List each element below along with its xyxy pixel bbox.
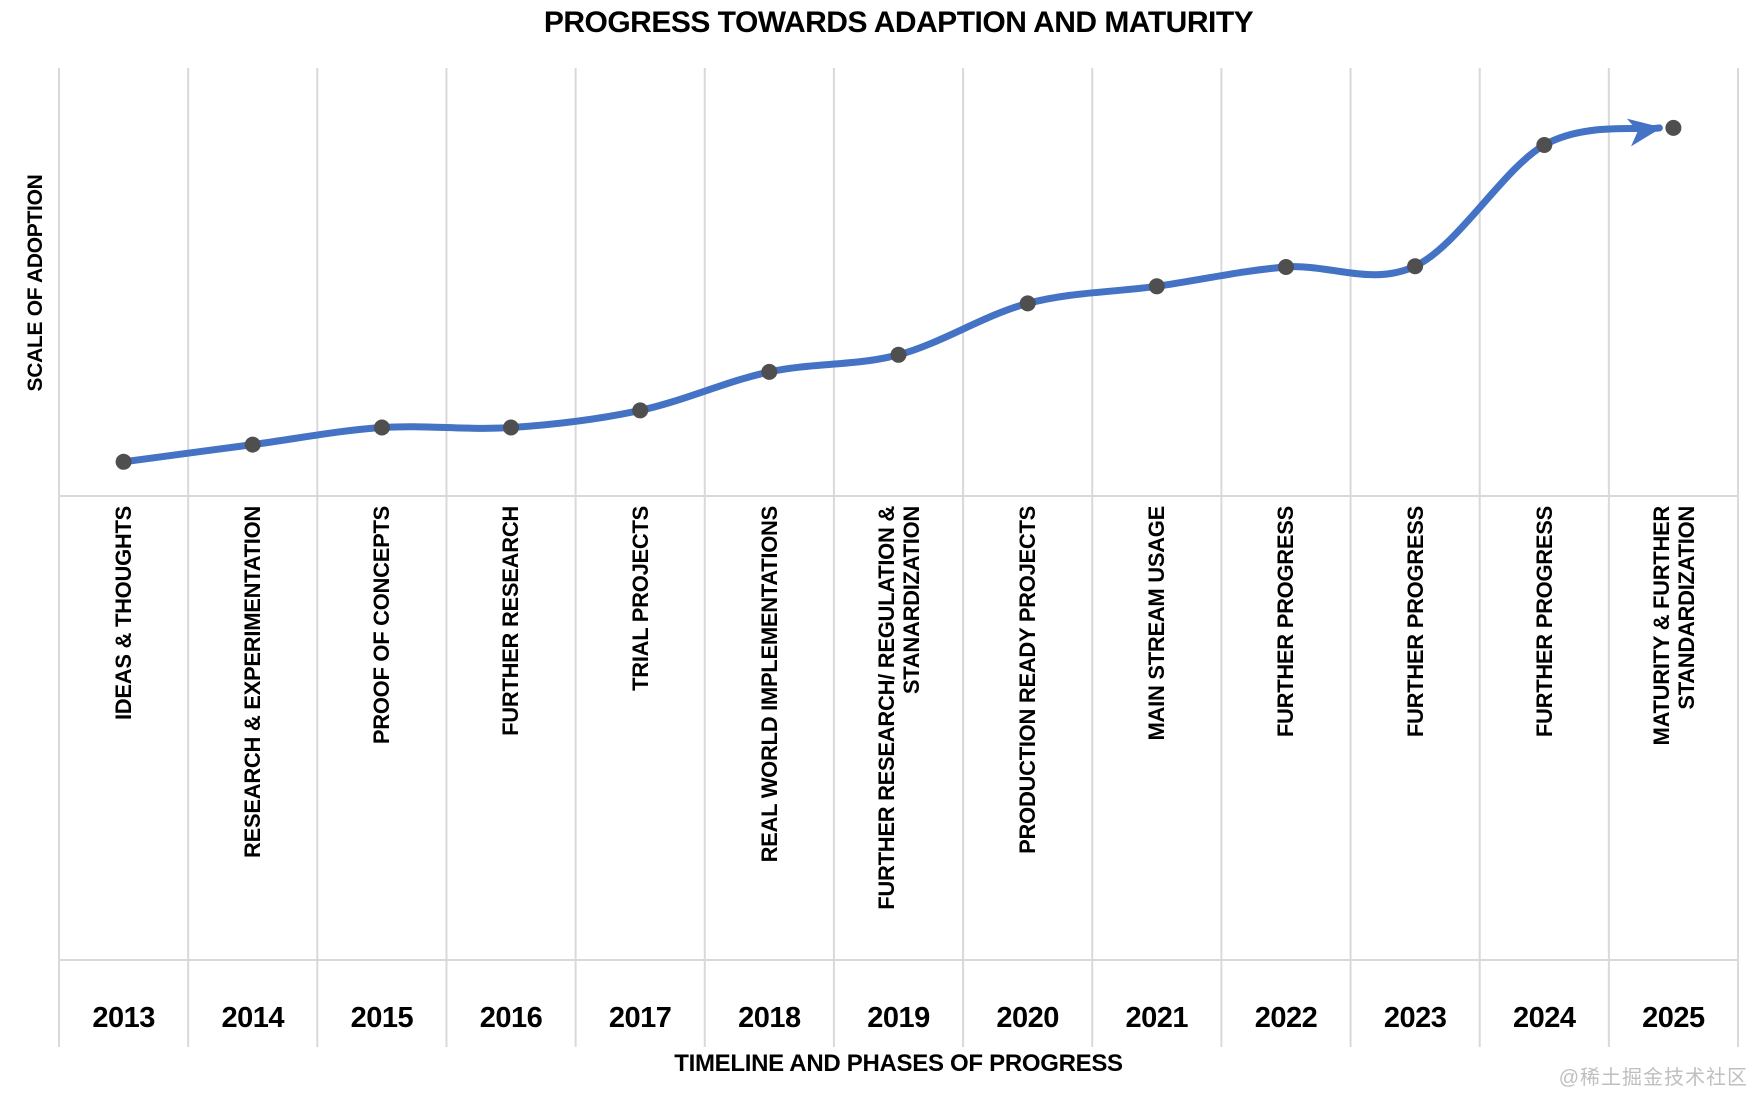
year-label: 2022	[1254, 1002, 1318, 1034]
phase-label-cell: FURTHER RESEARCH/ REGULATION & STANARDIZ…	[834, 496, 963, 958]
phase-label-cell: REAL WORLD IMPLEMENTATIONS	[705, 496, 834, 958]
phase-label-cell: PROOF OF CONCEPTS	[317, 496, 446, 958]
year-label: 2019	[867, 1002, 930, 1034]
phase-label-cell: PRODUCTION READY PROJECTS	[963, 496, 1092, 958]
year-label: 2015	[350, 1002, 414, 1034]
data-point-2021	[1148, 278, 1165, 295]
data-point-2025	[1665, 119, 1682, 136]
data-point-2023	[1407, 258, 1424, 275]
year-label: 2017	[608, 1002, 672, 1034]
phase-label-cell: FURTHER RESEARCH	[446, 496, 575, 958]
phase-label: MATURITY & FURTHER STANDARDIZATION	[1648, 506, 1699, 746]
phase-label: MAIN STREAM USAGE	[1144, 506, 1170, 741]
phase-label: REAL WORLD IMPLEMENTATIONS	[756, 506, 782, 863]
phase-label: FURTHER RESEARCH/ REGULATION & STANARDIZ…	[873, 506, 924, 910]
data-point-2013	[115, 453, 132, 470]
data-point-2018	[761, 363, 778, 380]
year-label: 2018	[738, 1002, 801, 1034]
phase-label: PROOF OF CONCEPTS	[369, 506, 395, 745]
year-label: 2013	[92, 1002, 155, 1034]
phase-label: FURTHER PROGRESS	[1273, 506, 1299, 738]
data-point-2015	[373, 419, 390, 436]
year-label: 2025	[1642, 1002, 1705, 1034]
data-point-2020	[1019, 295, 1036, 312]
phase-label-cell: TRIAL PROJECTS	[576, 496, 705, 958]
data-point-2024	[1536, 137, 1553, 153]
data-point-2019	[890, 346, 907, 363]
phase-label-cell: FURTHER PROGRESS	[1351, 496, 1480, 958]
phase-label-cell: FURTHER PROGRESS	[1221, 496, 1350, 958]
phase-label: RESEARCH & EXPERIMENTATION	[240, 506, 266, 858]
phase-label-cell: FURTHER PROGRESS	[1480, 496, 1609, 958]
year-label: 2014	[221, 1002, 284, 1034]
phase-label: IDEAS & THOUGHTS	[111, 506, 137, 720]
x-axis-title: TIMELINE AND PHASES OF PROGRESS	[674, 1050, 1123, 1077]
year-label: 2021	[1125, 1002, 1189, 1034]
phase-label-cell: RESEARCH & EXPERIMENTATION	[188, 496, 317, 958]
year-label: 2023	[1383, 1002, 1447, 1034]
phase-label-cell: MATURITY & FURTHER STANDARDIZATION	[1609, 496, 1738, 958]
phase-label: TRIAL PROJECTS	[627, 506, 653, 691]
phase-label-cell: IDEAS & THOUGHTS	[59, 496, 188, 958]
data-point-2017	[632, 402, 649, 419]
phase-label: PRODUCTION READY PROJECTS	[1015, 506, 1041, 854]
data-point-2022	[1278, 259, 1294, 275]
data-point-2016	[503, 419, 519, 436]
year-label: 2020	[996, 1002, 1059, 1034]
chart-title: PROGRESS TOWARDS ADAPTION AND MATURITY	[543, 6, 1254, 39]
phase-label-cell: MAIN STREAM USAGE	[1092, 496, 1221, 958]
phase-label: FURTHER RESEARCH	[498, 506, 524, 736]
trend-line	[120, 118, 1663, 466]
phase-label: FURTHER PROGRESS	[1402, 506, 1428, 738]
phase-label: FURTHER PROGRESS	[1531, 506, 1557, 738]
year-label: 2024	[1513, 1002, 1576, 1034]
year-label: 2016	[479, 1002, 543, 1034]
data-point-2014	[244, 436, 261, 453]
watermark: @稀土掘金技术社区	[1558, 1067, 1748, 1089]
